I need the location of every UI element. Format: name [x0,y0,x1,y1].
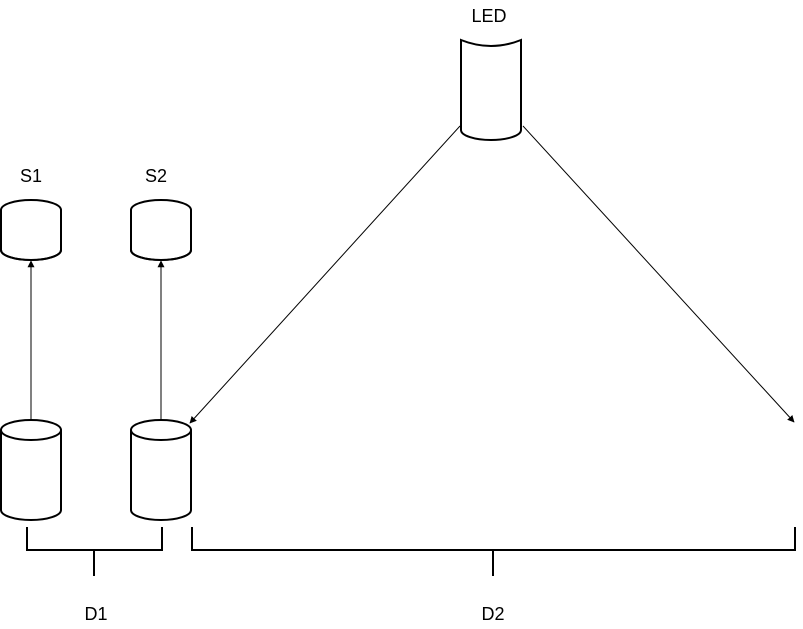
d1-label: D1 [84,604,107,624]
led-emitter [460,38,522,141]
led-arrow-left [189,125,461,424]
bottom-cylinder-2 [130,419,192,521]
bottom-cylinder-1 [0,419,62,521]
s2-label: S2 [145,166,167,186]
sensor-s2 [130,199,192,261]
led-arrow-right [522,125,795,423]
led-label: LED [471,6,506,26]
s1-label: S1 [20,166,42,186]
d2-bracket [191,527,796,576]
sensor-s1 [0,199,62,261]
d2-label: D2 [481,604,504,624]
d1-bracket [26,527,163,576]
